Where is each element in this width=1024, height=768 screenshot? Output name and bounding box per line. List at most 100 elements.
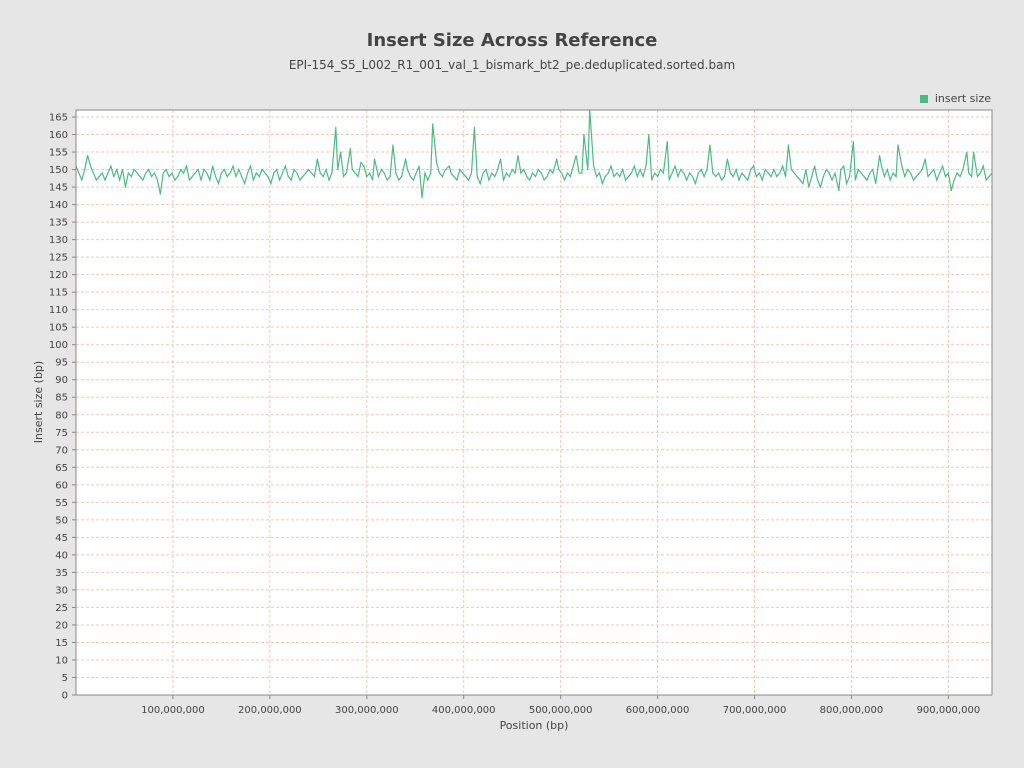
y-tick-label: 20 [55,620,68,631]
data-point [479,182,481,185]
data-point [511,168,513,171]
data-point [787,144,790,146]
data-point [738,179,740,181]
data-point [406,168,409,171]
data-point [880,165,883,167]
data-point [98,175,100,178]
data-point [790,168,792,171]
data-point [349,147,351,150]
data-point [113,175,115,178]
data-point [831,179,833,181]
data-point [988,175,990,178]
data-point [767,172,769,174]
data-point [968,172,970,174]
data-point [889,179,891,181]
data-point [203,168,205,171]
data-point [296,172,298,174]
legend-swatch [919,94,928,103]
data-point [569,175,571,178]
data-point [953,179,955,181]
y-tick-label: 5 [62,673,68,684]
data-point [805,168,807,171]
data-point [357,175,359,178]
data-point [773,168,775,171]
data-point [956,172,958,174]
y-tick-label: 10 [55,655,68,666]
data-point [185,165,188,167]
data-point [313,175,316,178]
data-point [878,154,881,157]
data-point [604,175,606,178]
data-point [101,172,103,174]
data-point [901,165,903,167]
data-point [121,168,124,171]
data-point [345,172,348,174]
data-point [750,168,752,171]
data-point [162,172,164,174]
data-point [514,172,516,174]
data-point [95,179,97,181]
data-point [133,168,135,171]
data-point [979,172,981,174]
data-point [630,172,633,174]
data-point [448,165,450,167]
data-point [252,179,254,181]
data-point [409,175,412,178]
data-point [241,175,243,178]
y-tick-label: 150 [49,165,68,176]
data-point [418,165,420,167]
data-point [659,168,662,171]
data-point [927,175,929,178]
data-point [674,165,676,167]
data-point [866,179,868,181]
data-point [779,172,781,174]
data-point [430,172,432,174]
data-point [583,133,585,136]
x-axis: 100,000,000 200,000,000 300,000,000 400,000… [141,695,980,716]
data-point [852,140,854,143]
data-point [668,179,670,181]
data-point [691,175,694,178]
data-point [976,175,979,178]
data-point [729,172,731,174]
x-tick-label: 500,000,000 [529,705,593,716]
data-point [639,168,641,171]
data-point [424,172,426,174]
data-point [517,154,519,157]
data-point [331,172,333,174]
data-point [651,179,653,181]
data-point [654,172,656,174]
y-tick-label: 90 [55,375,68,386]
y-tick-label: 60 [55,480,68,491]
data-point [476,175,478,178]
data-point [278,179,281,181]
data-point [293,168,295,171]
data-point [497,168,499,171]
data-point [107,172,109,174]
y-tick-label: 135 [49,218,68,229]
data-point [848,175,851,178]
data-point [598,172,601,174]
data-point [875,182,877,185]
data-point [915,175,917,178]
data-point [441,175,443,178]
data-point [372,179,374,181]
y-tick-label: 110 [49,305,68,316]
x-tick-label: 400,000,000 [432,705,496,716]
chart-title: Insert Size Across Reference [366,30,658,51]
data-point [593,165,595,167]
plot-area [76,110,992,695]
data-point [561,172,563,174]
data-point [558,168,560,171]
data-point [523,168,525,171]
data-point [802,182,804,185]
data-point [677,175,679,178]
y-tick-label: 105 [49,323,68,334]
data-point [276,168,278,171]
data-point [770,175,772,178]
x-tick-label: 700,000,000 [723,705,787,716]
data-point [572,165,574,167]
data-point [491,172,493,174]
data-point [744,175,746,178]
data-point [392,144,394,146]
